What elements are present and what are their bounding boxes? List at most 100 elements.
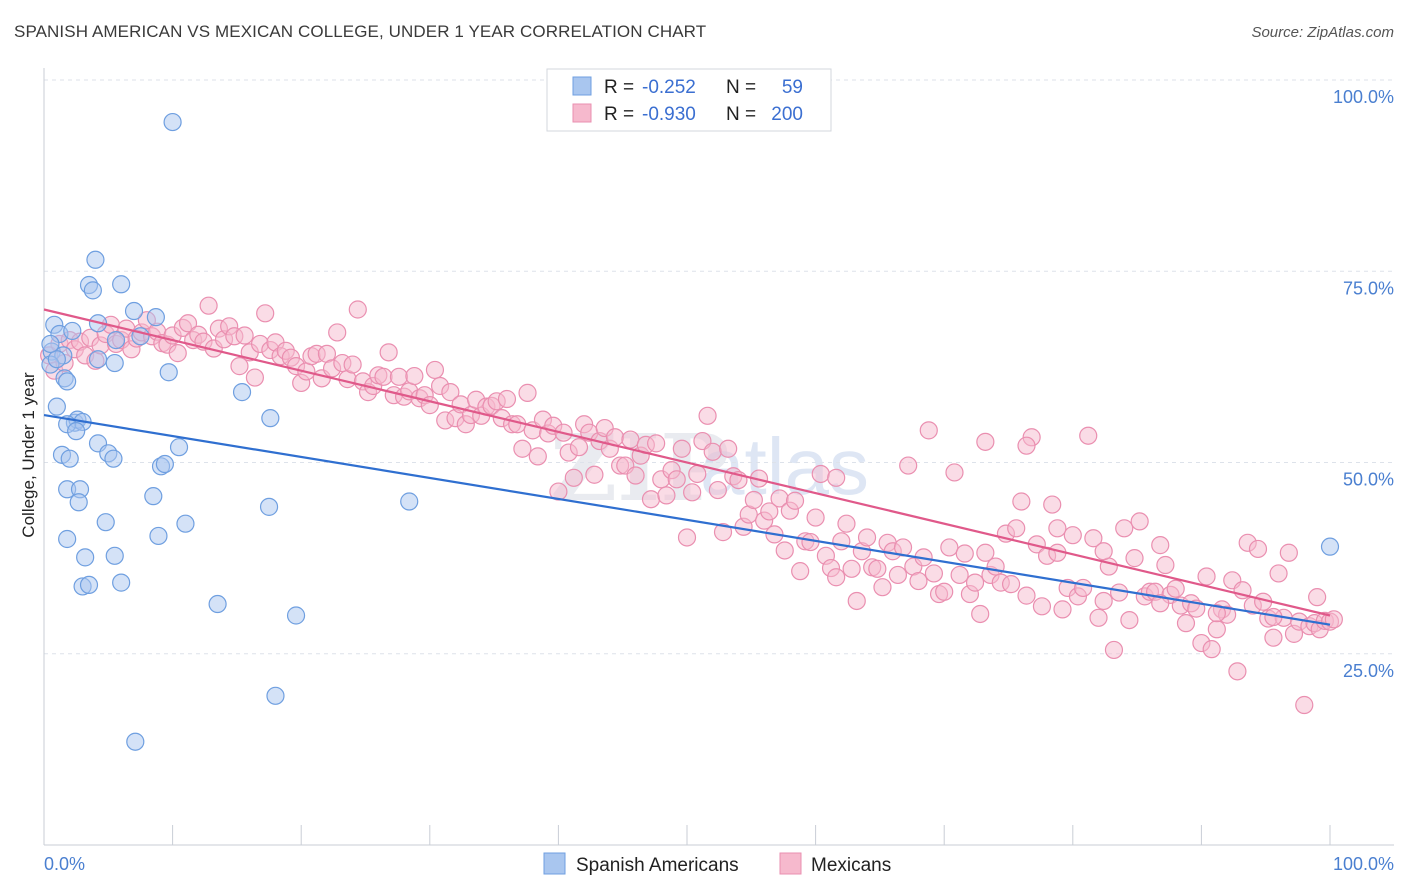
- mexicans-point-128: [698, 406, 717, 425]
- mexicans-point-180: [965, 573, 985, 592]
- spanish-americans-point-26: [261, 409, 280, 428]
- spanish-americans-point-43: [96, 513, 115, 532]
- mexicans-point-93: [518, 383, 537, 402]
- x-tick-label-100: 100.0%: [1333, 854, 1394, 874]
- mexicans-point-188: [1007, 519, 1026, 538]
- mexicans-point-217: [1156, 555, 1175, 575]
- mexicans-point-31: [199, 296, 218, 315]
- mexicans-point-167: [899, 456, 918, 475]
- mexicans-point-153: [827, 568, 846, 587]
- mexicans-point-162: [873, 578, 892, 597]
- mexicans-point-207: [1104, 640, 1124, 660]
- mexicans-point-129: [703, 442, 722, 461]
- mexicans-point-258: [1308, 588, 1327, 607]
- mexicans-point-150: [811, 464, 830, 484]
- spanish-americans-point-49: [1320, 537, 1340, 556]
- mexicans-point-181: [971, 604, 990, 624]
- mexicans-point-235: [1248, 539, 1268, 559]
- mexicans-point-159: [857, 528, 877, 547]
- spanish-americans-point-55: [266, 686, 285, 705]
- mexicans-point-195: [1043, 495, 1062, 514]
- legend-n-label-blue: N =: [726, 77, 756, 98]
- legend-n-value-pink: 200: [771, 104, 803, 125]
- spanish-americans-point-44: [176, 514, 195, 533]
- spanish-americans-point-46: [149, 526, 168, 546]
- mexicans-point-71: [405, 366, 424, 386]
- mexicans-point-256: [1207, 604, 1226, 623]
- mexicans-point-66: [379, 343, 398, 362]
- mexicans-point-99: [549, 482, 568, 501]
- spanish-americans-point-35: [155, 454, 174, 474]
- spanish-americans-point-10: [63, 321, 82, 341]
- mexicans-point-60: [348, 300, 367, 319]
- legend-box: [546, 68, 832, 132]
- mexicans-point-131: [713, 523, 733, 542]
- y-tick-label-75: 75.0%: [1343, 278, 1394, 298]
- mexicans-point-154: [832, 532, 851, 551]
- legend-r-label-blue: R =: [604, 77, 634, 98]
- mexicans-point-254: [1048, 519, 1067, 538]
- mexicans-point-157: [847, 591, 866, 611]
- x-tick-labels: 0.0% 100.0%: [44, 854, 1394, 874]
- spanish-americans-point-3: [112, 275, 131, 294]
- mexicans-point-175: [940, 538, 959, 557]
- spanish-americans-point-17: [105, 353, 124, 373]
- spanish-americans-point-22: [47, 397, 66, 416]
- y-tick-label-100: 100.0%: [1333, 87, 1394, 107]
- mexicans-point-117: [641, 490, 661, 509]
- mexicans-point-95: [528, 447, 547, 466]
- mexicans-point-145: [785, 491, 805, 510]
- legend-r-value-pink: -0.930: [642, 104, 696, 125]
- bottom-legend: Spanish Americans Mexicans: [543, 852, 891, 876]
- mexicans-point-204: [1089, 608, 1108, 627]
- mexicans-point-202: [1079, 426, 1098, 445]
- bottom-legend-label-mexicans: Mexicans: [811, 855, 891, 876]
- legend-swatch-pink: [572, 103, 592, 123]
- spanish-americans-point-21: [232, 383, 252, 402]
- mexicans-point-103: [569, 438, 589, 457]
- mexicans-point-216: [1151, 536, 1170, 555]
- spanish-americans-point-1: [86, 250, 105, 269]
- bottom-legend-label-spanish-americans: Spanish Americans: [576, 855, 739, 876]
- mexicans-point-114: [626, 466, 645, 485]
- chart-title: SPANISH AMERICAN VS MEXICAN COLLEGE, UND…: [14, 22, 707, 41]
- spanish-americans-point-0: [163, 112, 182, 132]
- mexicans-point-225: [1197, 567, 1216, 586]
- spanish-americans-point-54: [286, 606, 306, 625]
- mexicans-point-137: [744, 490, 763, 510]
- spanish-americans-point-36: [169, 438, 189, 457]
- mexicans-point-244: [1295, 695, 1314, 715]
- mexicans-point-226: [1202, 640, 1221, 659]
- mexicans-point-92: [513, 439, 532, 458]
- legend-n-value-blue: 59: [782, 77, 803, 98]
- mexicans-point-221: [1176, 614, 1196, 633]
- mexicans-point-123: [672, 439, 691, 458]
- legend-r-value-blue: -0.252: [642, 77, 696, 98]
- spanish-americans-point-48: [105, 546, 124, 565]
- spanish-americans-point-33: [104, 449, 123, 468]
- mexicans-point-174: [935, 582, 954, 601]
- mexicans-point-253: [827, 468, 846, 487]
- mexicans-point-56: [328, 323, 347, 342]
- spanish-americans-point-58: [41, 334, 60, 354]
- mexicans-point-38: [235, 326, 254, 345]
- mexicans-point-59: [343, 355, 362, 374]
- mexicans-point-143: [775, 541, 794, 560]
- bottom-legend-swatch-pink: [779, 852, 802, 875]
- axes: [43, 68, 1394, 846]
- mexicans-point-205: [1094, 591, 1113, 611]
- mexicans-point-227: [1207, 620, 1226, 639]
- x-tick-label-0: 0.0%: [44, 854, 85, 874]
- mexicans-point-169: [909, 571, 928, 591]
- spanish-americans-point-41: [400, 492, 419, 511]
- mexicans-point-184: [986, 557, 1005, 576]
- spanish-americans-point-57: [88, 350, 108, 369]
- mexicans-point-126: [688, 464, 707, 484]
- spanish-americans-point-56: [126, 732, 145, 751]
- mexicans-point-78: [441, 383, 460, 402]
- mexicans-point-219: [1166, 579, 1185, 598]
- legend-n-label-pink: N =: [726, 104, 756, 125]
- mexicans-point-120: [657, 486, 676, 505]
- mexicans-point-211: [1125, 549, 1144, 568]
